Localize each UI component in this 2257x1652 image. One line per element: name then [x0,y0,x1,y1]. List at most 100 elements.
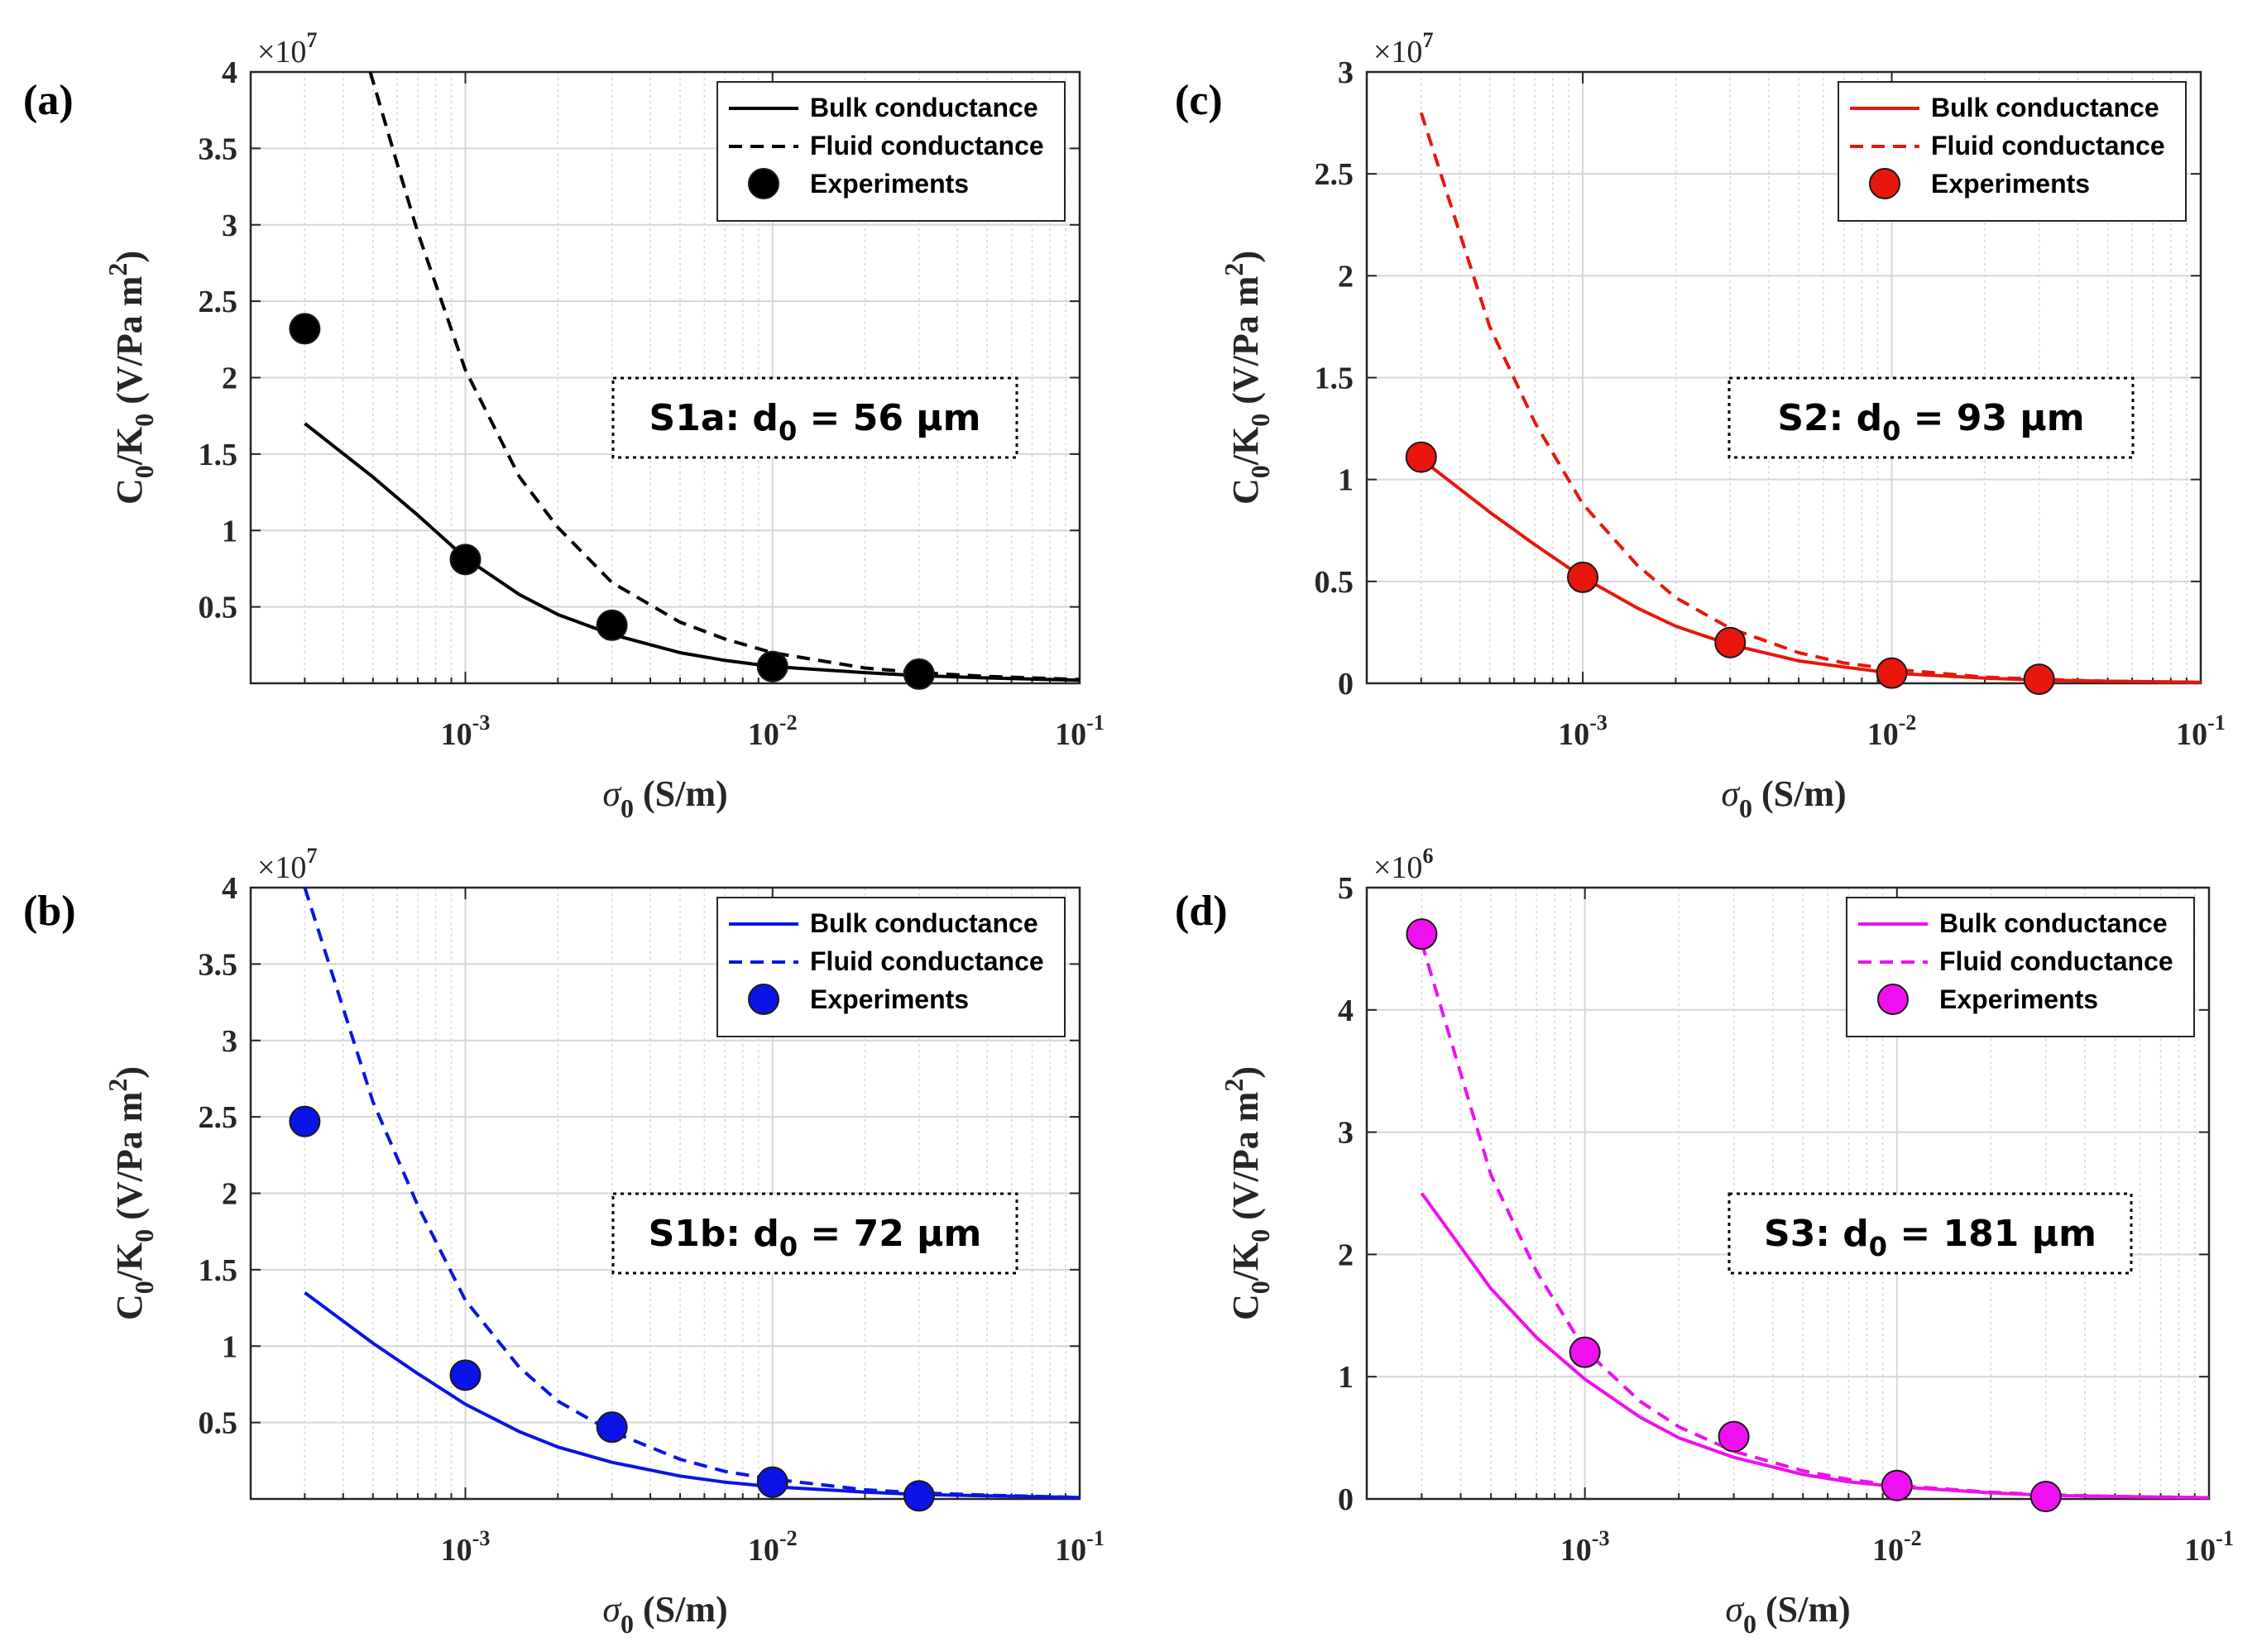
legend-label: Bulk conductance [810,93,1038,122]
experiment-point [289,313,321,345]
experiment-point [596,1411,628,1444]
y-multiplier: ×107 [257,844,317,885]
legend-swatch-experiments [748,984,779,1015]
x-tick-label: 10-1 [1055,1526,1105,1568]
x-tick-label: 10-3 [441,711,491,752]
y-tick-label: 0 [1338,667,1354,702]
experiment-point [1567,561,1599,593]
y-axis-title: C0/K0 (V/Pa m2) [103,251,159,505]
series-group [289,887,1081,1512]
experiment-point [903,1480,935,1512]
legend-label: Bulk conductance [1931,93,2159,122]
x-tick-label: 10-2 [1867,711,1917,752]
y-axis-title: C0/K0 (V/Pa m2) [1219,251,1275,505]
experiment-point [449,1359,482,1391]
legend-swatch-experiments [1877,984,1909,1015]
x-tick-label: 10-1 [2184,1526,2234,1568]
y-multiplier: ×106 [1373,844,1433,885]
experiment-point [1569,1336,1601,1368]
legend-label: Experiments [1939,984,2098,1014]
y-tick-label: 1.5 [1315,362,1354,396]
chart-panel-a: (a) 0.5 1 1.5 2 2.5 3 3.5 4 10-3 10-2 10-1 ×107 σ0 (… [23,28,1105,823]
annotation: S2: d0 = 93 μm [1727,376,2135,459]
y-tick-label: 0.5 [1315,565,1354,600]
annotation: S3: d0 = 181 μm [1727,1192,2133,1275]
legend-label: Fluid conductance [810,946,1044,976]
experiment-point [596,609,628,641]
experiment-point [289,1105,321,1137]
y-tick-label: 3 [1338,55,1354,90]
plot-area-b: 0.5 1 1.5 2 2.5 3 3.5 4 10-3 10-2 10-1 ×107 σ0 (S/m)… [103,844,1105,1639]
y-tick-label: 3 [1338,1116,1354,1151]
plot-area-a: 0.5 1 1.5 2 2.5 3 3.5 4 10-3 10-2 10-1 ×107 σ0 (S/m)… [103,28,1105,823]
legend-label: Fluid conductance [1939,946,2173,976]
experiment-point [449,543,482,576]
axes-frame [1365,886,2211,1501]
y-tick-label: 2.5 [1315,157,1354,192]
annotation: S1a: d0 = 56 μm [611,376,1018,459]
y-tick-label: 3 [222,1024,237,1059]
y-tick-label: 1 [222,514,237,548]
y-tick-label: 3 [222,208,237,243]
x-axis-title: σ0 (S/m) [1725,1589,1850,1639]
plot-area-c: 0 0.5 1 1.5 2 2.5 3 10-3 10-2 10-1 ×107 σ0 (S/m) C0/… [1219,28,2226,823]
annotation-text: S1b: d0 = 72 μm [649,1213,982,1262]
y-tick-label: 5 [1338,871,1354,906]
panel-label-d: (d) [1175,888,1228,935]
experiment-point [756,1466,788,1498]
legend-box [716,897,1066,1037]
experiment-point [1405,441,1437,473]
chart-panel-c: (c) 0 0.5 1 1.5 2 2.5 3 10-3 10-2 10-1 ×107 σ0 (S/m… [1175,28,2226,823]
legend-label: Bulk conductance [1939,908,2168,938]
y-tick-label: 2 [1338,1238,1354,1272]
y-multiplier: ×107 [257,28,317,69]
legend-swatch-experiments [748,168,779,199]
x-tick-label: 10-2 [748,1526,798,1568]
y-tick-label: 3.5 [199,947,238,982]
x-tick-label: 10-3 [441,1526,491,1568]
legend-label: Experiments [810,984,969,1014]
y-tick-label: 0 [1338,1482,1354,1517]
series-group [289,71,1081,690]
x-tick-label: 10-1 [1055,711,1105,752]
experiment-point [1406,918,1438,950]
chart-panel-b: (b) 0.5 1 1.5 2 2.5 3 3.5 4 10-3 10-2 10-1 ×107 σ0 (… [23,844,1105,1639]
y-tick-label: 4 [222,871,237,906]
annotation-box [1727,376,2135,459]
legend: Bulk conductance Fluid conductance Experim… [716,81,1066,222]
y-tick-label: 1 [1338,463,1354,498]
annotation-text: S1a: d0 = 56 μm [649,397,981,447]
legend-box [1838,81,2187,222]
experiment-point [1714,626,1747,658]
annotation-box [611,376,1018,459]
y-tick-label: 4 [222,55,237,90]
x-axis-title: σ0 (S/m) [1721,773,1846,823]
chart-panel-d: (d) 0 1 2 3 4 5 10-3 10-2 10-1 ×106 σ0 (S/m) C0/K0 … [1175,844,2234,1639]
annotation: S1b: d0 = 72 μm [611,1192,1018,1275]
legend-box [1846,897,2195,1037]
legend: Bulk conductance Fluid conductance Experim… [1846,897,2195,1037]
legend-swatch-experiments [1869,168,1900,199]
series-group [1405,112,2202,696]
y-tick-label: 0.5 [199,1406,238,1441]
y-tick-label: 1 [1338,1360,1354,1395]
legend: Bulk conductance Fluid conductance Experim… [1838,81,2187,222]
experiment-point [1876,657,1908,689]
x-axis-title: σ0 (S/m) [602,1589,727,1639]
y-axis-title: C0/K0 (V/Pa m2) [103,1066,159,1320]
x-tick-label: 10-3 [1558,711,1608,752]
x-tick-label: 10-2 [748,711,798,752]
x-tick-label: 10-3 [1560,1526,1610,1568]
plot-area-d: 0 1 2 3 4 5 10-3 10-2 10-1 ×106 σ0 (S/m) C0/K0 (V/P… [1219,844,2234,1639]
legend-label: Fluid conductance [810,131,1044,160]
series-group [1406,918,2210,1513]
panel-label-c: (c) [1175,77,1223,124]
legend-box [716,81,1066,222]
experiment-point [2023,663,2055,696]
annotation-box [1727,1192,2133,1275]
legend-label: Experiments [1931,169,2090,199]
experiment-point [2029,1481,2062,1513]
y-tick-label: 2 [222,1177,237,1212]
x-axis-title: σ0 (S/m) [602,773,727,823]
